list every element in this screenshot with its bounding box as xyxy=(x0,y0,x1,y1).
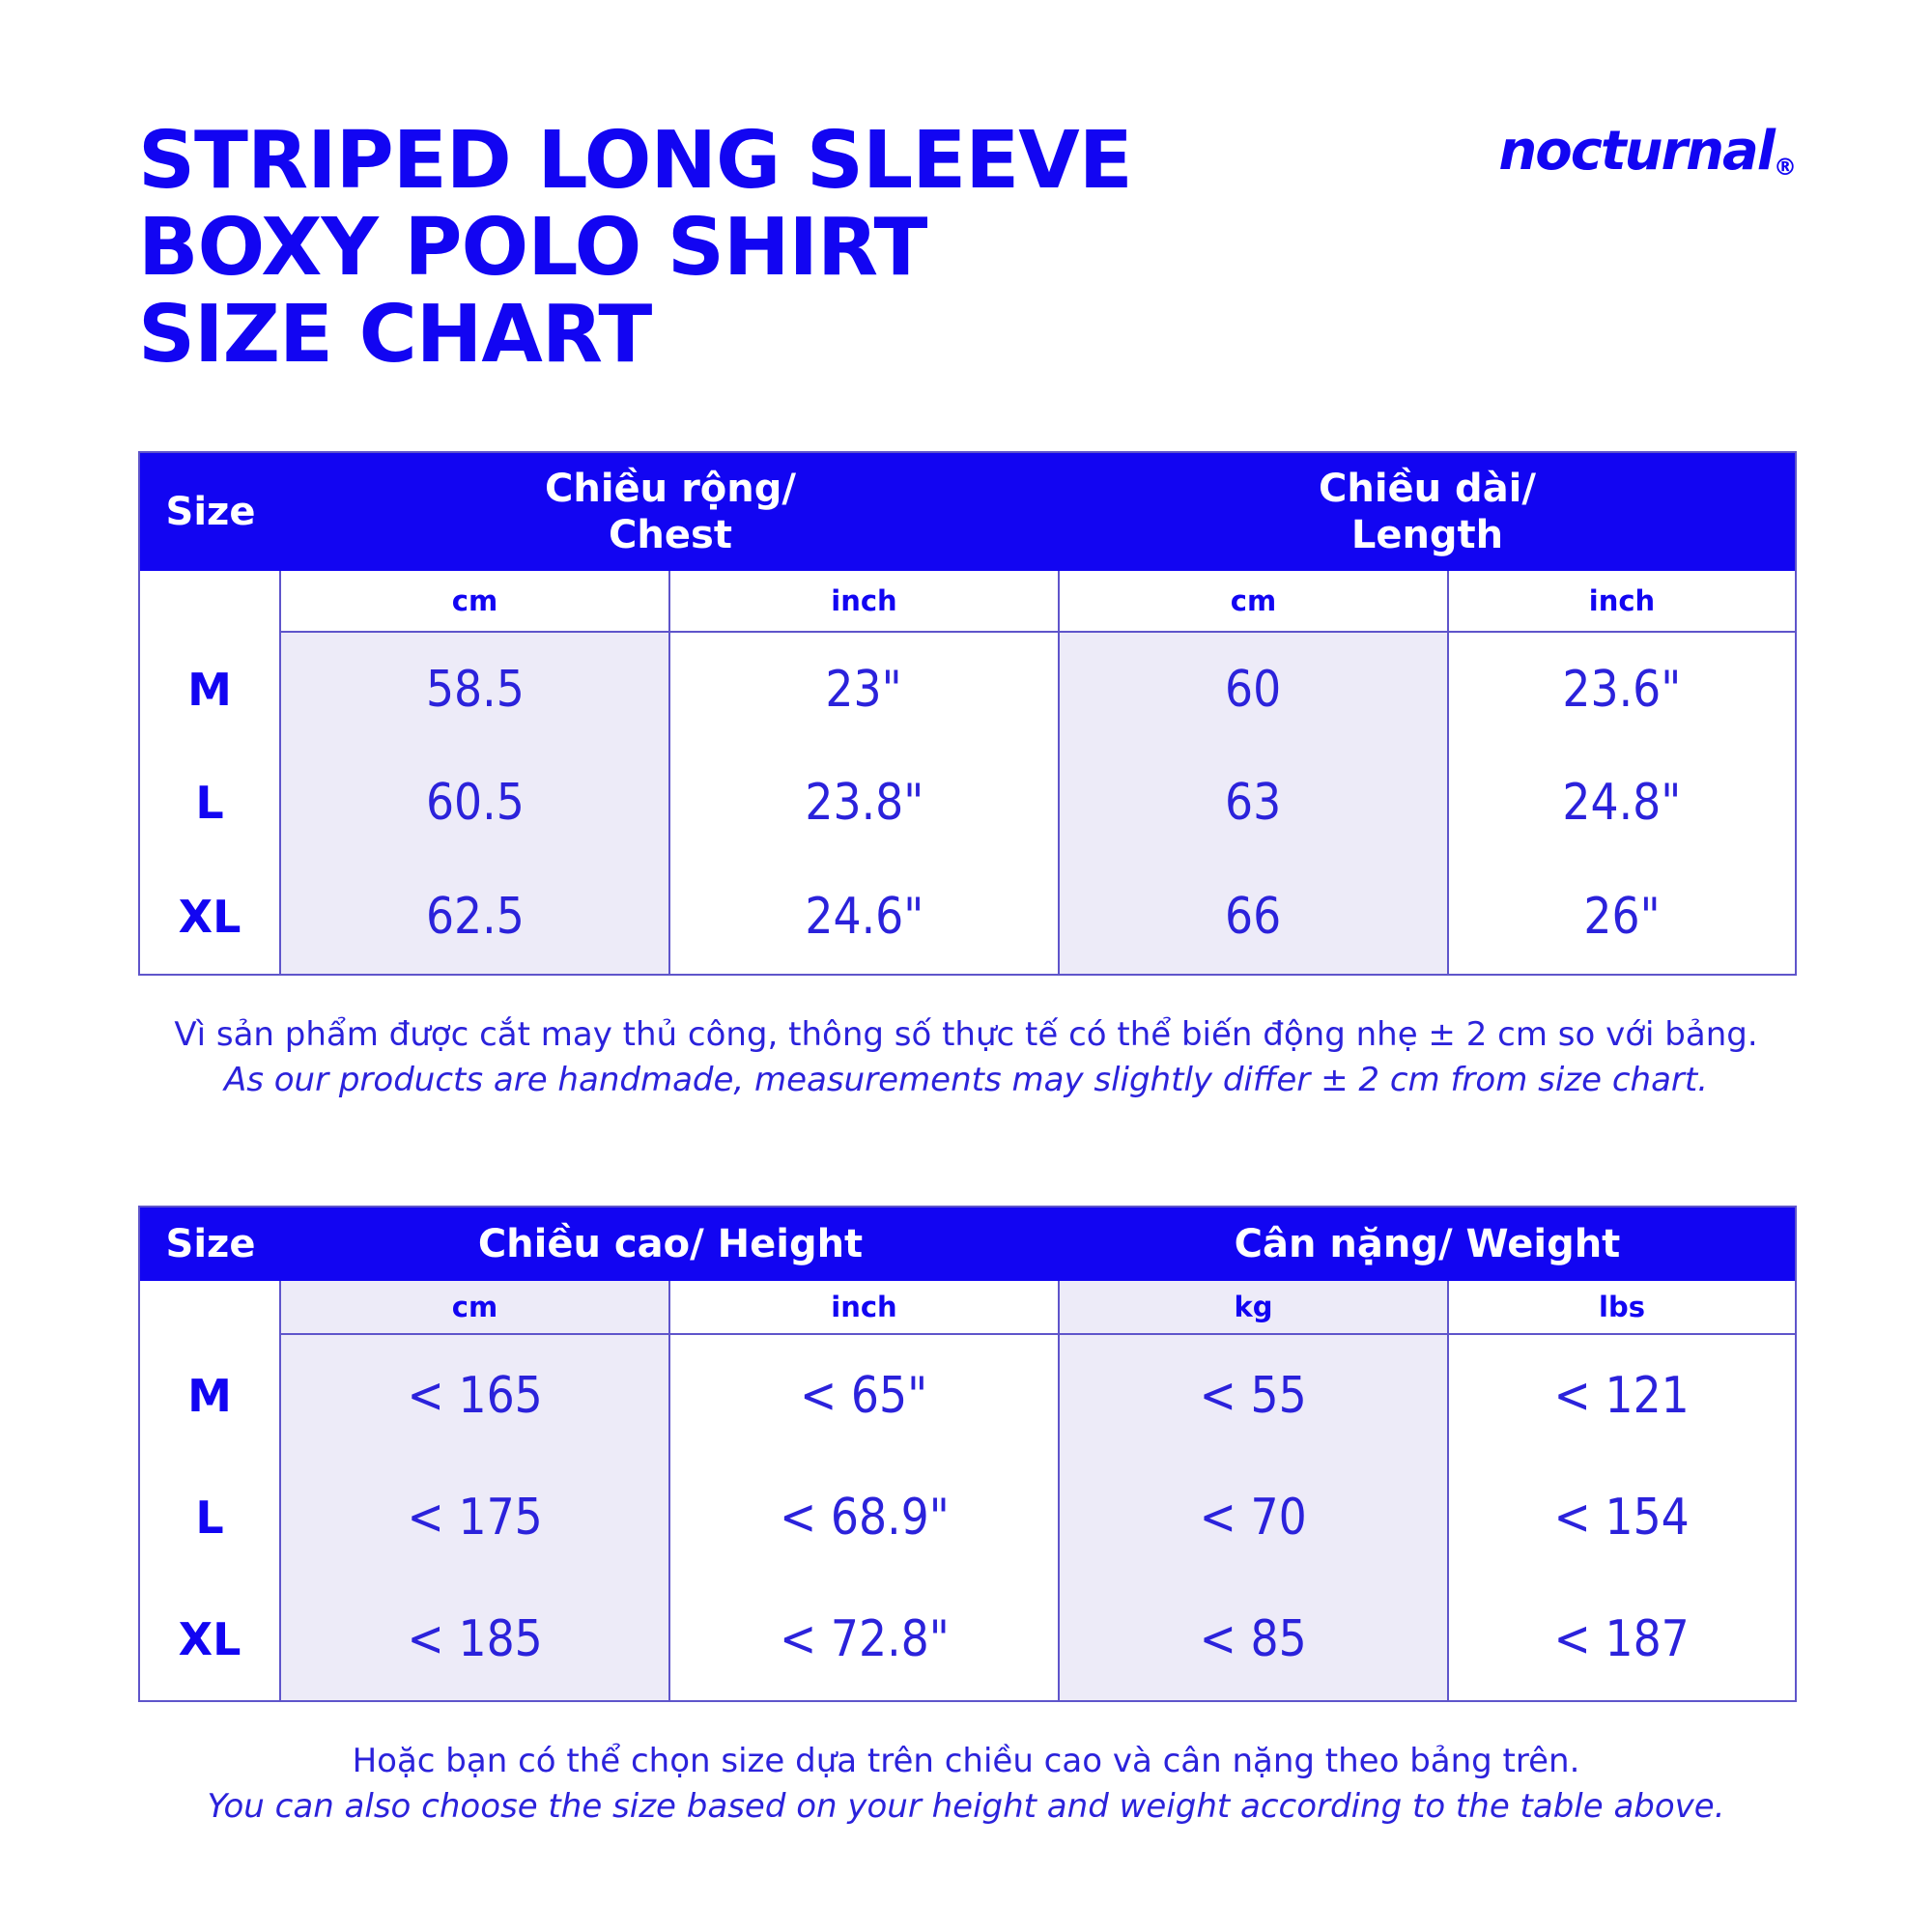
cell-value: 66 xyxy=(1225,888,1282,947)
table2-row-m-size: M xyxy=(140,1335,281,1457)
brand-logo-text: nocturnal xyxy=(1498,120,1776,183)
cell-value: 26" xyxy=(1583,888,1661,947)
table2-row-l-height-cm: < 175 xyxy=(281,1457,670,1578)
table1-unit-length-inch: inch xyxy=(1449,571,1795,633)
size-selection-note: Hoặc bạn có thể chọn size dựa trên chiều… xyxy=(0,1739,1932,1830)
cell-value: 60 xyxy=(1225,660,1282,719)
table1-row-m-length-cm: 60 xyxy=(1060,633,1449,747)
table1-row-l-size: L xyxy=(140,746,281,861)
table2-row-xl-weight-kg: < 85 xyxy=(1060,1578,1449,1700)
table2-row-l-weight-lbs: < 154 xyxy=(1449,1457,1795,1578)
table1-row-l-length-inch: 24.8" xyxy=(1449,747,1795,861)
table2-unit-weight-kg: kg xyxy=(1060,1281,1449,1335)
table2-row-xl-size: XL xyxy=(140,1578,281,1700)
table1-subheader-spacer xyxy=(140,571,281,633)
note2-vietnamese: Hoặc bạn có thể chọn size dựa trên chiều… xyxy=(352,1742,1580,1780)
cell-value: 24.8" xyxy=(1562,774,1682,833)
cell-value: < 154 xyxy=(1553,1489,1690,1547)
page-title-line-3: SIZE CHART xyxy=(138,289,652,381)
note1-english: As our products are handmade, measuremen… xyxy=(223,1061,1709,1099)
cell-value: < 185 xyxy=(407,1610,543,1668)
table2-row-xl-weight-lbs: < 187 xyxy=(1449,1578,1795,1700)
table2-unit-height-inch: inch xyxy=(670,1281,1060,1335)
table1-row-l-length-cm: 63 xyxy=(1060,746,1449,861)
table2-unit-weight-lbs: lbs xyxy=(1449,1281,1795,1335)
cell-value: 23.6" xyxy=(1562,660,1682,719)
registered-trademark-icon: ® xyxy=(1774,154,1797,181)
table1-row-l-chest-cm: 60.5 xyxy=(281,746,670,861)
table1-row-xl-length-cm: 66 xyxy=(1060,860,1449,974)
handmade-tolerance-note: Vì sản phẩm được cắt may thủ công, thông… xyxy=(0,1012,1932,1103)
note2-english: You can also choose the size based on yo… xyxy=(207,1787,1725,1826)
cell-value: < 55 xyxy=(1199,1367,1308,1425)
table1-row-xl-chest-cm: 62.5 xyxy=(281,860,670,974)
cell-value: 23.8" xyxy=(805,774,923,833)
table2-header-height-label: Chiều cao/ Height xyxy=(477,1222,864,1266)
page-title-line-1: STRIPED LONG SLEEVE xyxy=(138,115,1133,207)
table1-header-size: Size xyxy=(140,453,281,571)
table1-row-xl-size: XL xyxy=(140,860,281,974)
table1-row-m-chest-cm: 58.5 xyxy=(281,633,670,747)
table1-header-chest-vi: Chiều rộng/ xyxy=(545,467,796,511)
table1-row-xl-chest-inch: 24.6" xyxy=(670,860,1060,974)
table2-header-weight: Cân nặng/ Weight xyxy=(1060,1208,1795,1281)
table2-header-size: Size xyxy=(140,1208,281,1281)
table1-header-chest: Chiều rộng/ Chest xyxy=(281,453,1060,571)
table2-row-m-height-cm: < 165 xyxy=(281,1335,670,1457)
table1-row-m-length-inch: 23.6" xyxy=(1449,633,1795,747)
table2-row-xl-height-cm: < 185 xyxy=(281,1578,670,1700)
cell-value: 63 xyxy=(1225,774,1282,833)
cell-value: 60.5 xyxy=(425,774,525,833)
table2-row-xl-height-inch: < 72.8" xyxy=(670,1578,1060,1700)
table2-row-l-height-inch: < 68.9" xyxy=(670,1457,1060,1578)
cell-value: 58.5 xyxy=(425,660,525,719)
page-title: STRIPED LONG SLEEVE BOXY POLO SHIRT SIZE… xyxy=(138,115,1133,381)
garment-size-table: Size Chiều rộng/ Chest Chiều dài/ Length… xyxy=(138,451,1797,976)
cell-value: < 187 xyxy=(1553,1610,1690,1668)
table1-unit-chest-cm: cm xyxy=(281,571,670,633)
cell-value: 23" xyxy=(825,660,903,719)
table2-row-m-weight-kg: < 55 xyxy=(1060,1335,1449,1457)
table1-row-m-size: M xyxy=(140,633,281,747)
table2-header-weight-label: Cân nặng/ Weight xyxy=(1234,1222,1621,1266)
table1-header-length-vi: Chiều dài/ xyxy=(1318,467,1537,511)
table2-row-l-weight-kg: < 70 xyxy=(1060,1457,1449,1578)
table2-header-height: Chiều cao/ Height xyxy=(281,1208,1060,1281)
cell-value: < 175 xyxy=(407,1489,543,1547)
note1-vietnamese: Vì sản phẩm được cắt may thủ công, thông… xyxy=(174,1015,1758,1054)
table2-unit-height-cm: cm xyxy=(281,1281,670,1335)
table2-subheader-spacer xyxy=(140,1281,281,1335)
table2-row-m-weight-lbs: < 121 xyxy=(1449,1335,1795,1457)
table1-unit-chest-inch: inch xyxy=(670,571,1060,633)
cell-value: < 72.8" xyxy=(779,1610,950,1668)
table1-row-m-chest-inch: 23" xyxy=(670,633,1060,747)
table1-header-length: Chiều dài/ Length xyxy=(1060,453,1795,571)
cell-value: < 121 xyxy=(1553,1367,1690,1425)
cell-value: < 165 xyxy=(407,1367,543,1425)
brand-logo: nocturnal® xyxy=(1498,120,1797,183)
cell-value: < 85 xyxy=(1199,1610,1308,1668)
table1-header-length-en: Length xyxy=(1350,513,1504,557)
table1-row-xl-length-inch: 26" xyxy=(1449,860,1795,974)
cell-value: < 68.9" xyxy=(779,1489,950,1547)
page-title-line-2: BOXY POLO SHIRT xyxy=(138,202,927,294)
cell-value: < 70 xyxy=(1199,1489,1308,1547)
table1-unit-length-cm: cm xyxy=(1060,571,1449,633)
table1-header-chest-en: Chest xyxy=(609,513,732,557)
table2-row-l-size: L xyxy=(140,1457,281,1578)
cell-value: 24.6" xyxy=(805,888,923,947)
table2-row-m-height-inch: < 65" xyxy=(670,1335,1060,1457)
table1-row-l-chest-inch: 23.8" xyxy=(670,746,1060,861)
body-size-table: Size Chiều cao/ Height Cân nặng/ Weight … xyxy=(138,1206,1797,1702)
cell-value: < 65" xyxy=(800,1367,928,1425)
cell-value: 62.5 xyxy=(425,888,525,947)
